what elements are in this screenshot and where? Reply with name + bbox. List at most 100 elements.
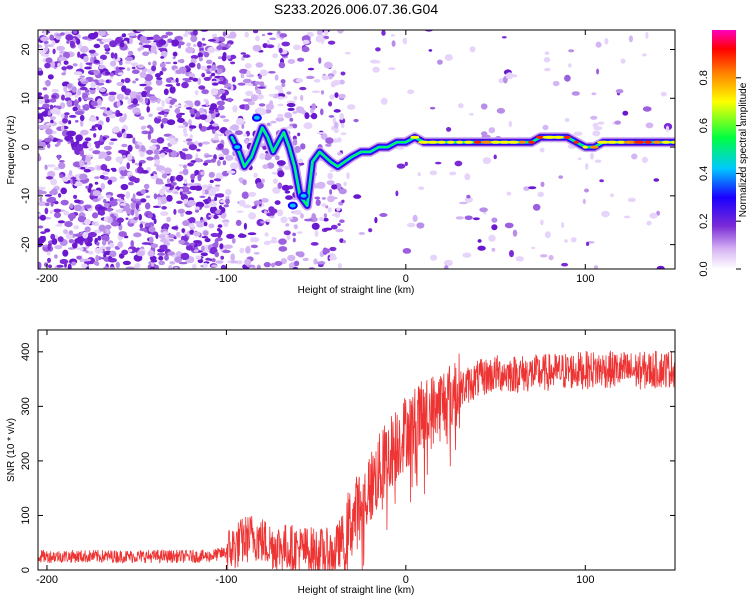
heatmap-cell xyxy=(141,170,149,174)
heatmap-cell xyxy=(210,64,217,71)
heatmap-cell xyxy=(45,176,54,180)
heatmap-cell xyxy=(333,127,339,134)
heatmap-cell xyxy=(253,252,260,255)
heatmap-cell xyxy=(140,145,146,152)
heatmap-cell xyxy=(174,266,178,269)
heatmap-cell xyxy=(166,137,175,141)
heatmap-cell xyxy=(314,230,319,238)
heatmap-cell xyxy=(99,106,107,110)
heatmap-cell xyxy=(137,47,142,52)
colorbar-tick: 0.2 xyxy=(698,214,741,229)
heatmap-cell xyxy=(147,213,153,219)
heatmap-cell xyxy=(203,230,209,236)
heatmap-cell xyxy=(318,217,324,221)
heatmap-cell xyxy=(246,264,255,268)
heatmap-cell xyxy=(339,238,344,244)
heatmap-cell xyxy=(103,44,110,49)
heatmap-cell xyxy=(257,86,266,89)
heatmap-cell xyxy=(258,108,267,116)
heatmap-cell xyxy=(165,61,172,65)
heatmap-cell xyxy=(192,77,198,82)
heatmap-cell xyxy=(108,91,117,96)
heatmap-cell xyxy=(125,59,132,65)
heatmap-cell xyxy=(226,233,235,239)
heatmap-cell xyxy=(94,247,104,254)
heatmap-cell xyxy=(286,235,291,241)
heatmap-cell xyxy=(236,210,244,213)
heatmap-cell xyxy=(47,243,51,251)
heatmap-cell xyxy=(164,183,172,187)
heatmap-cell xyxy=(158,234,166,239)
heatmap-cell xyxy=(631,153,638,160)
heatmap-cell xyxy=(327,40,336,45)
heatmap-cell xyxy=(223,204,229,208)
heatmap-cell xyxy=(184,121,189,128)
heatmap-cell xyxy=(85,62,93,65)
heatmap-cell xyxy=(590,115,598,120)
heatmap-cell xyxy=(179,188,183,192)
heatmap-cell xyxy=(100,54,107,60)
heatmap-cell xyxy=(515,256,524,262)
heatmap-cell xyxy=(231,76,236,83)
colorbar-tick-label: 0.8 xyxy=(698,70,710,85)
x-tick: -100 xyxy=(215,30,237,285)
x-tick: 100 xyxy=(576,330,594,586)
heatmap-cell xyxy=(141,125,147,129)
heatmap-cell xyxy=(230,260,238,264)
heatmap-cell xyxy=(272,186,281,194)
heatmap-cell xyxy=(262,43,268,49)
heatmap-cell xyxy=(180,213,184,217)
heatmap-cell xyxy=(162,223,170,229)
heatmap-cell xyxy=(340,132,347,136)
heatmap-cell xyxy=(211,258,216,263)
heatmap-hotspot xyxy=(573,140,579,144)
heatmap-cell xyxy=(43,40,49,44)
heatmap-cell xyxy=(272,178,278,184)
heatmap-cell xyxy=(504,222,514,229)
heatmap-cell xyxy=(276,209,284,217)
heatmap-cell xyxy=(52,48,56,55)
heatmap-cell xyxy=(38,189,43,196)
x-tick: 0 xyxy=(403,330,409,586)
heatmap-cell xyxy=(216,65,225,69)
heatmap-cell xyxy=(132,80,137,84)
heatmap-cell xyxy=(642,106,652,112)
heatmap-cell xyxy=(107,216,113,224)
heatmap-cell xyxy=(240,52,247,55)
heatmap-cell xyxy=(105,116,110,123)
heatmap-cell xyxy=(182,168,189,176)
top-x-axis-label: Height of straight line (km) xyxy=(298,285,415,296)
heatmap-cell xyxy=(216,100,225,106)
heatmap-cell xyxy=(63,229,68,235)
heatmap-cell xyxy=(78,215,86,223)
heatmap-cell xyxy=(329,169,334,172)
heatmap-cell xyxy=(477,239,482,243)
heatmap-cell xyxy=(173,61,178,65)
heatmap-cell xyxy=(63,60,69,65)
heatmap-cell xyxy=(49,98,57,103)
heatmap-cell xyxy=(99,246,107,249)
heatmap-cell xyxy=(43,30,48,37)
heatmap-cell xyxy=(45,79,51,87)
y-tick-label: 10 xyxy=(20,92,32,104)
heatmap-cell xyxy=(145,195,151,199)
heatmap-cell xyxy=(185,244,193,251)
heatmap-cell xyxy=(261,178,265,184)
heatmap-cell xyxy=(162,146,169,150)
heatmap-cell xyxy=(87,250,94,255)
heatmap-cell xyxy=(146,156,154,161)
heatmap-cell xyxy=(38,186,46,190)
heatmap-cell xyxy=(337,223,341,226)
heatmap-cell xyxy=(323,213,328,218)
heatmap-cell xyxy=(225,188,232,196)
heatmap-cell xyxy=(177,125,186,129)
heatmap-cell xyxy=(219,199,227,203)
heatmap-cell xyxy=(85,185,89,189)
heatmap-cell xyxy=(61,72,66,76)
heatmap-cell xyxy=(281,41,291,47)
heatmap-cell xyxy=(156,165,166,172)
heatmap-cell xyxy=(226,55,231,60)
heatmap-cell xyxy=(381,30,386,36)
heatmap-cell xyxy=(38,140,44,148)
